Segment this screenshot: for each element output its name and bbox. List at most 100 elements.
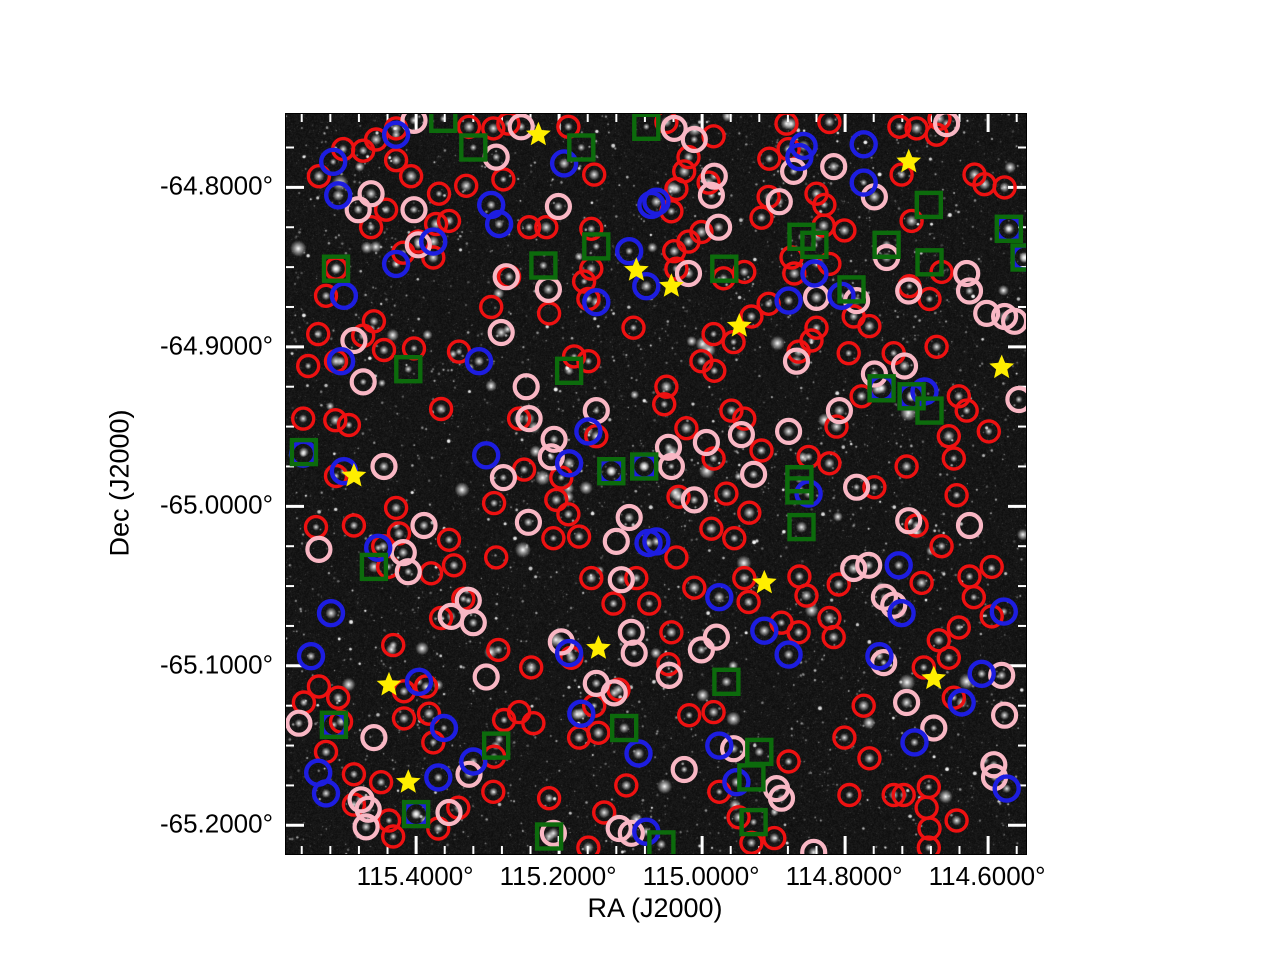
red-circle-marker [541, 526, 566, 551]
pink-circle-marker [680, 125, 708, 154]
red-circle-marker [566, 524, 592, 549]
blue-circle-marker [989, 597, 1018, 626]
blue-circle-marker [424, 763, 453, 792]
pink-circle-marker [482, 143, 510, 171]
green-square-marker [554, 356, 584, 386]
red-circle-marker [341, 792, 367, 817]
blue-circle-marker [324, 181, 353, 210]
yellow-star-marker [989, 354, 1015, 379]
blue-circle-marker [296, 642, 326, 671]
pink-circle-marker [988, 661, 1016, 690]
red-circle-marker [832, 725, 857, 750]
red-circle-marker [579, 565, 604, 591]
series-green-squares [289, 114, 1026, 854]
blue-circle-marker [574, 417, 603, 446]
blue-circle-marker [900, 728, 929, 757]
red-circle-marker [441, 553, 467, 578]
red-circle-marker [614, 773, 639, 798]
green-square-marker [914, 190, 943, 220]
blue-circle-marker [582, 287, 611, 317]
pink-circle-marker [607, 566, 635, 594]
red-circle-marker [323, 408, 348, 433]
red-circle-marker [586, 720, 611, 745]
x-tick-label: 115.2000° [499, 861, 617, 891]
yellow-star-marker [376, 671, 402, 696]
green-square-marker [745, 737, 774, 767]
red-circle-marker [957, 564, 982, 589]
red-circle-marker [851, 693, 876, 718]
red-circle-marker [722, 526, 747, 551]
pink-circle-marker [305, 535, 333, 563]
red-circle-marker [453, 173, 479, 199]
red-circle-marker [303, 514, 329, 540]
red-circle-marker [579, 216, 604, 242]
blue-circle-marker [419, 227, 448, 256]
blue-circle-marker [484, 209, 514, 239]
pink-circle-marker [620, 639, 648, 667]
red-circle-marker [428, 396, 454, 422]
red-circle-marker [702, 358, 727, 383]
blue-circle-marker [459, 747, 488, 776]
red-circle-marker [576, 835, 601, 854]
red-circle-marker [887, 114, 912, 140]
pink-circle-marker [780, 157, 808, 186]
pink-circle-marker [1001, 307, 1026, 335]
blue-circle-marker [363, 533, 393, 562]
red-circle-marker [946, 384, 971, 409]
pink-circle-marker [990, 701, 1019, 729]
red-circle-marker [416, 701, 442, 726]
pink-circle-marker [394, 558, 422, 586]
pink-circle-marker [354, 795, 382, 823]
x-tick-label: 115.0000° [642, 861, 760, 891]
blue-circle-marker [326, 346, 356, 376]
green-square-marker [597, 457, 626, 486]
red-circle-marker [929, 534, 954, 559]
pink-circle-marker [472, 663, 500, 691]
pink-circle-marker [410, 511, 438, 540]
pink-circle-marker [697, 181, 725, 209]
red-circle-marker [350, 138, 376, 163]
blue-circle-marker [630, 452, 659, 481]
pink-circle-marker [895, 507, 923, 535]
y-tick-label: -64.9000° [159, 330, 273, 361]
red-circle-marker [566, 725, 592, 750]
pink-circle-marker [767, 784, 796, 812]
yellow-star-marker [526, 121, 551, 146]
pink-circle-marker [615, 503, 643, 532]
blue-circle-marker [992, 774, 1021, 803]
red-circle-marker [423, 211, 449, 237]
pink-circle-marker [860, 360, 889, 388]
y-tick-label: -65.0000° [159, 489, 273, 520]
blue-circle-marker [947, 688, 976, 717]
red-circle-marker [664, 176, 689, 202]
red-circle-marker [732, 406, 757, 431]
red-circle-marker [954, 398, 979, 423]
pink-circle-marker [654, 433, 683, 461]
pink-circle-marker [980, 751, 1008, 779]
red-circle-marker [380, 824, 406, 849]
pink-circle-marker [802, 283, 831, 311]
green-square-marker [567, 133, 596, 162]
green-square-marker [915, 248, 944, 277]
red-circle-marker [518, 655, 544, 680]
pink-circle-marker [933, 114, 961, 138]
pink-circle-marker [605, 814, 633, 843]
green-square-marker [872, 230, 901, 260]
red-circle-marker [536, 786, 562, 811]
red-circle-marker [719, 398, 744, 423]
red-circle-marker [677, 703, 702, 728]
red-circle-marker [361, 309, 387, 334]
pink-circle-marker [765, 188, 793, 216]
green-square-marker [582, 232, 611, 261]
pink-circle-marker [800, 838, 828, 854]
green-square-marker [610, 713, 639, 743]
x-tick-label: 115.4000° [356, 861, 474, 891]
red-circle-marker [914, 795, 939, 820]
red-circle-marker [976, 419, 1001, 444]
pink-circle-marker [655, 661, 683, 690]
blue-circle-marker [615, 236, 644, 266]
red-circle-marker [426, 181, 452, 206]
red-circle-marker [486, 637, 511, 663]
pink-circle-marker [492, 263, 520, 291]
pink-circle-marker [890, 352, 919, 380]
